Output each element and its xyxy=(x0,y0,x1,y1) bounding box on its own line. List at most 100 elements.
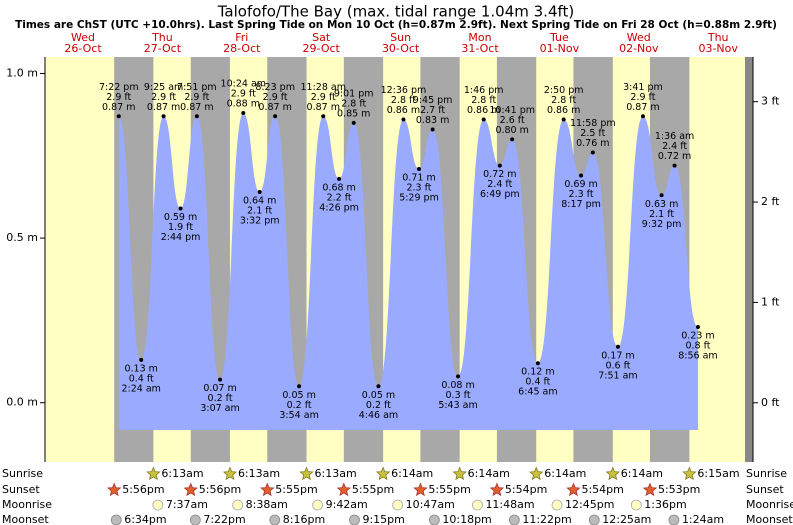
moonset-time: 12:25am xyxy=(602,513,651,525)
row-label-right: Moonset xyxy=(746,513,793,525)
tide-point xyxy=(640,114,645,119)
sunrise-time: 6:14am xyxy=(621,467,663,480)
plot-layer xyxy=(40,57,758,462)
tide-label: 0.17 m xyxy=(601,350,634,361)
y-tick-label: 0.5 m xyxy=(6,231,38,244)
sunrise-icon xyxy=(452,466,467,481)
tide-label: 3:07 am xyxy=(200,403,239,414)
moonset-icon xyxy=(189,514,201,525)
moonrise-time: 8:38am xyxy=(246,498,288,511)
tide-label: 0.2 ft xyxy=(366,400,391,411)
moonset-icon xyxy=(668,514,680,525)
tide-point xyxy=(481,117,486,122)
y2-tick-label: 1 ft xyxy=(761,295,780,308)
tide-label: 1.9 ft xyxy=(168,222,193,233)
tide-label: 0.80 m xyxy=(495,125,528,136)
tide-label: 8:56 am xyxy=(678,351,717,362)
tide-label: 10:41 pm xyxy=(489,105,535,116)
tide-label: 0.72 m xyxy=(658,151,691,162)
sunset-time: 5:54pm xyxy=(581,483,623,496)
moonrise-icon xyxy=(312,499,324,511)
tide-point xyxy=(139,357,144,362)
row-label: Sunset xyxy=(2,483,40,496)
tide-label: 2.9 ft xyxy=(263,92,288,103)
moonrise-icon xyxy=(392,499,404,511)
tide-label: 0.05 m xyxy=(362,390,395,401)
weekday-label: Sat xyxy=(312,31,331,44)
weekday-label: Thu xyxy=(707,31,729,44)
sunset-icon xyxy=(107,482,122,497)
tide-label: 2.4 ft xyxy=(487,179,512,190)
row-label-right: Sunset xyxy=(746,483,784,496)
sunset-time: 5:55pm xyxy=(428,483,470,496)
date-label: 30-Oct xyxy=(382,42,420,55)
tide-label: 0.72 m xyxy=(483,169,516,180)
sunrise-icon xyxy=(146,466,161,481)
tide-label: 0.87 m xyxy=(307,102,340,113)
sunset-icon xyxy=(413,482,428,497)
tide-point xyxy=(178,206,183,211)
tide-point xyxy=(218,377,223,382)
moonset-icon xyxy=(428,514,440,525)
tide-label: 11:28 am xyxy=(301,82,346,93)
tide-point xyxy=(417,166,422,171)
tide-label: 9:01 pm xyxy=(334,88,374,99)
tide-point xyxy=(561,117,566,122)
tide-label: 11:58 pm xyxy=(570,118,616,129)
tide-label: 0.3 ft xyxy=(446,390,471,401)
tide-point xyxy=(579,173,584,178)
tide-label: 0.2 ft xyxy=(208,393,233,404)
moonset-icon xyxy=(349,514,360,525)
tide-label: 0.4 ft xyxy=(129,373,154,384)
tide-point xyxy=(695,325,700,329)
tide-label: 0.71 m xyxy=(402,172,435,183)
tide-label: 3:32 pm xyxy=(240,216,280,227)
tide-point xyxy=(497,163,502,168)
tide-label: 0.87 m xyxy=(180,102,213,113)
tide-label: 0.87 m xyxy=(258,102,291,113)
tide-label: 7:51 pm xyxy=(177,82,217,93)
tide-label: 2:44 pm xyxy=(161,232,201,243)
sunset-time: 5:56pm xyxy=(122,483,164,496)
right-axis-strip xyxy=(745,57,753,462)
row-label-right: Moonrise xyxy=(746,498,793,511)
tide-label: 2.5 ft xyxy=(580,128,605,139)
moonset-icon xyxy=(269,514,281,525)
moonset-time: 10:18pm xyxy=(442,513,491,525)
tide-label: 3:41 pm xyxy=(623,82,663,93)
row-label-right: Sunrise xyxy=(746,467,787,480)
sunset-time: 5:54pm xyxy=(505,483,547,496)
tide-label: 2.4 ft xyxy=(662,141,687,152)
tide-label: 0.4 ft xyxy=(525,377,550,388)
tide-label: 0.59 m xyxy=(164,212,197,223)
tide-label: 2.7 ft xyxy=(420,105,445,116)
tide-label: 2.3 ft xyxy=(406,182,431,193)
tide-point xyxy=(337,176,342,181)
tide-label: 0.6 ft xyxy=(605,360,630,371)
moonrise-icon xyxy=(551,499,563,511)
y2-tick-label: 2 ft xyxy=(761,195,780,208)
tide-label: 0.08 m xyxy=(441,380,474,391)
weekday-label: Fri xyxy=(235,31,248,44)
sunrise-icon xyxy=(299,466,314,481)
tide-label: 2:24 am xyxy=(121,383,160,394)
moonset-time: 8:16pm xyxy=(283,513,325,525)
moonrise-time: 12:45pm xyxy=(565,498,614,511)
moonrise-time: 10:47am xyxy=(406,498,455,511)
date-label: 31-Oct xyxy=(461,42,499,55)
tide-label: 2.2 ft xyxy=(327,192,352,203)
tide-label: 2.8 ft xyxy=(471,95,496,106)
sunrise-time: 6:13am xyxy=(161,467,203,480)
sunset-time: 5:56pm xyxy=(199,483,241,496)
sunrise-time: 6:13am xyxy=(315,467,357,480)
tide-point xyxy=(456,374,461,379)
moonset-time: 6:34pm xyxy=(124,513,166,525)
tide-label: 2.9 ft xyxy=(311,92,336,103)
tide-label: 9:32 pm xyxy=(642,219,682,230)
sunset-time: 5:53pm xyxy=(658,483,700,496)
sunset-icon xyxy=(566,482,581,497)
tide-label: 7:22 pm xyxy=(99,82,139,93)
date-label: 01-Nov xyxy=(540,42,580,55)
sunrise-icon xyxy=(605,466,620,481)
tide-area xyxy=(118,112,698,430)
